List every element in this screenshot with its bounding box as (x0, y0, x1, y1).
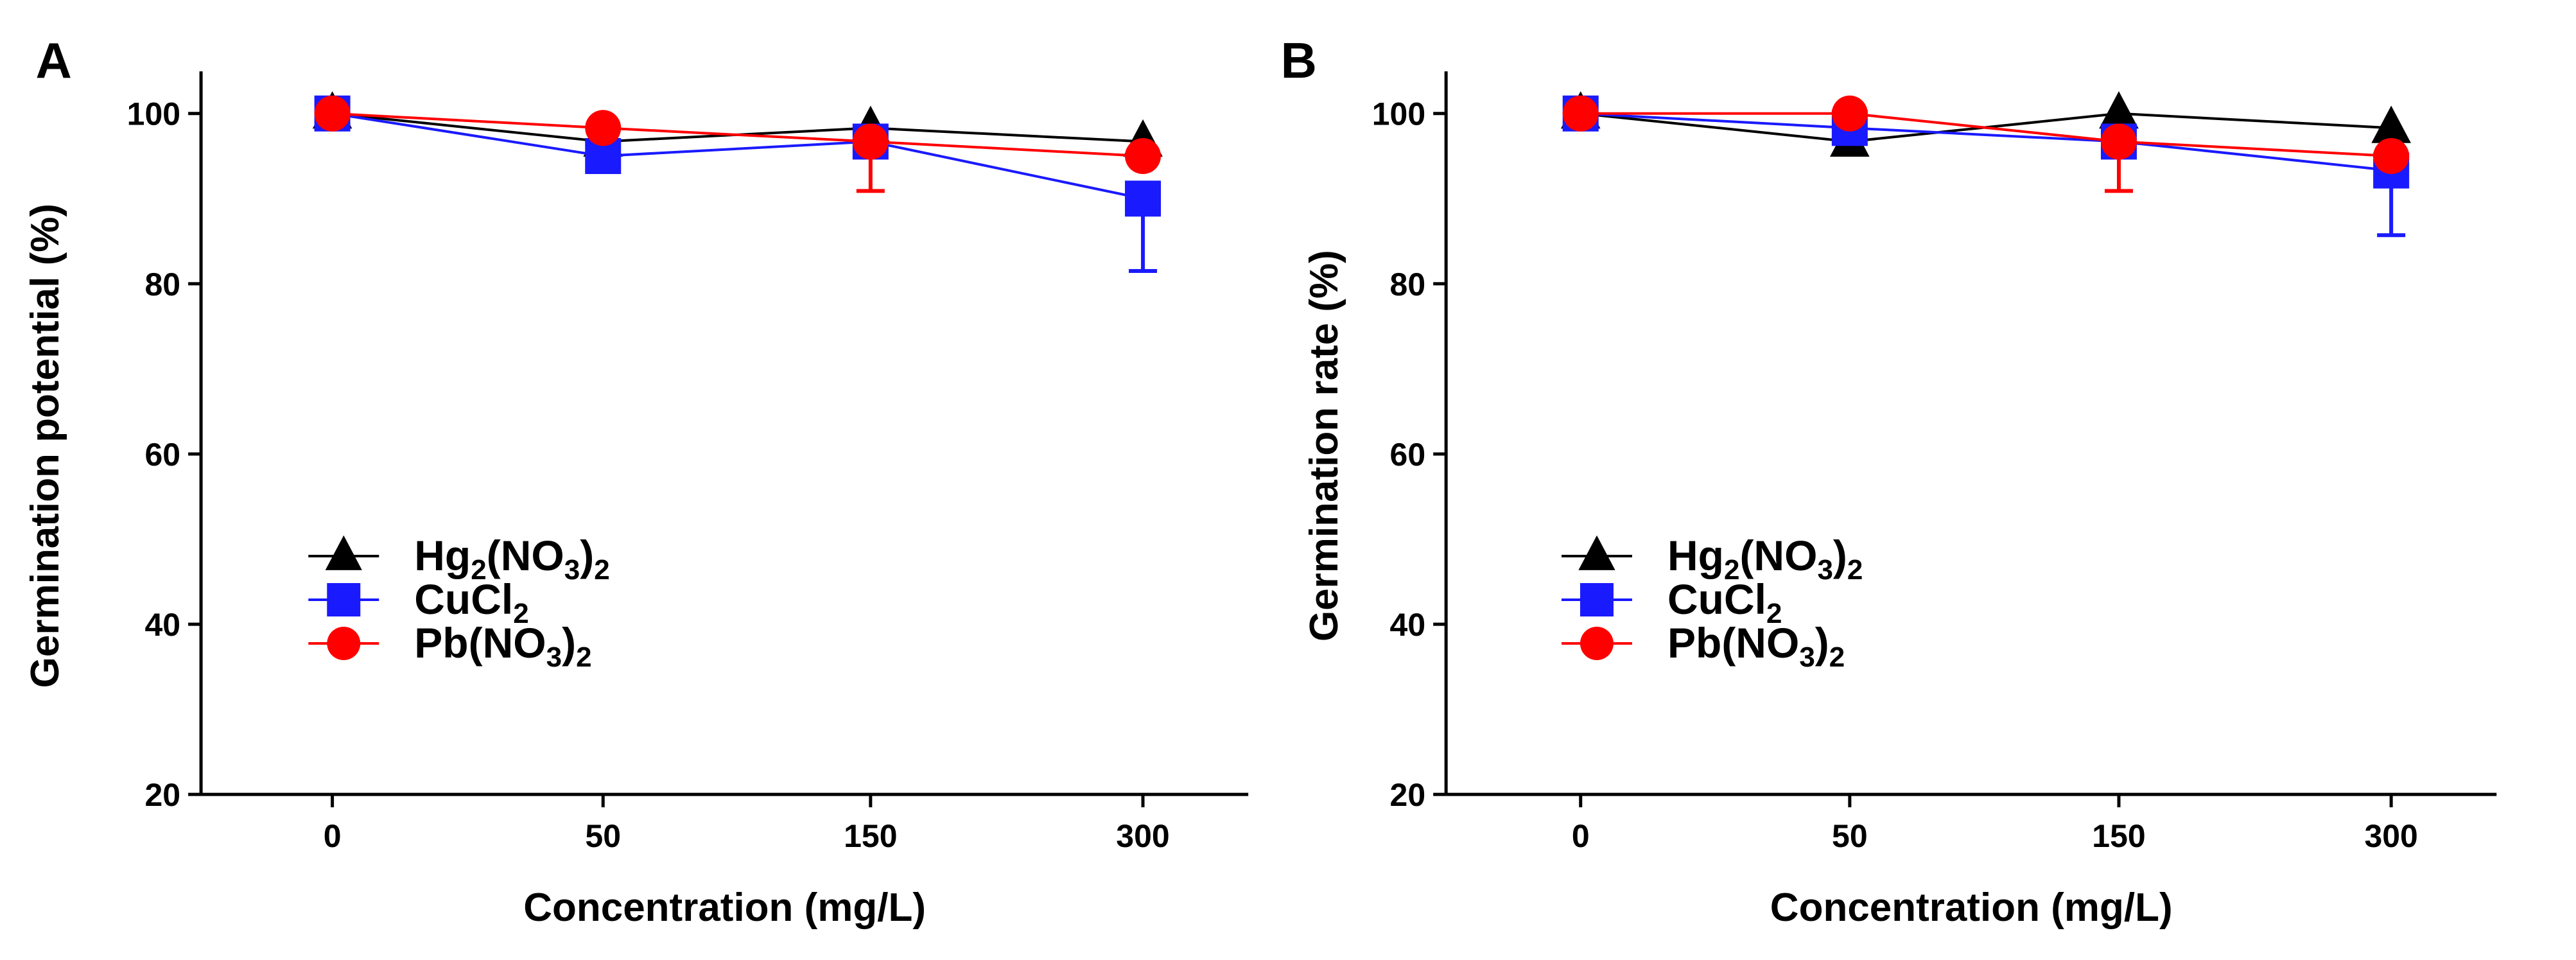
y-tick-label: 40 (144, 607, 180, 643)
y-tick-label: 20 (1390, 777, 1426, 813)
series-circle (1562, 95, 2410, 193)
legend-label: CuCl2 (1667, 575, 1782, 629)
series-triangle (312, 91, 1163, 157)
series-square (1562, 95, 2410, 238)
series-line (1580, 112, 2392, 172)
data-point (585, 110, 622, 146)
series-triangle (1560, 91, 2411, 157)
legend-marker (1578, 535, 1615, 570)
y-tick-label: 40 (1390, 607, 1426, 643)
legend-entry: CuCl2 (1561, 575, 1782, 629)
legend-label: Hg2(NO3)2 (414, 532, 609, 586)
data-point (2100, 123, 2137, 160)
legend-entry: Hg2(NO3)2 (1561, 532, 1863, 586)
y-tick-label: 100 (1372, 96, 1425, 132)
x-tick-label: 300 (1116, 818, 1169, 854)
series-circle (314, 95, 1162, 193)
legend-marker (325, 535, 362, 570)
legend-marker (327, 583, 361, 617)
legend-entry: Pb(NO3)2 (308, 619, 592, 673)
data-point (2373, 138, 2410, 175)
legend-marker (1580, 583, 1614, 617)
legend-label: Pb(NO3)2 (414, 619, 591, 673)
y-tick-label: 60 (144, 437, 180, 473)
series-line (332, 112, 1144, 143)
y-axis-title: Germination rate (%) (1302, 250, 1346, 641)
y-tick-label: 100 (127, 96, 180, 132)
series-line (1580, 112, 2392, 158)
legend-marker (1580, 627, 1614, 661)
x-tick-label: 0 (324, 818, 342, 854)
legend-label: CuCl2 (414, 575, 528, 629)
panel-label: A (36, 32, 72, 89)
data-point (2371, 105, 2411, 143)
data-point (314, 95, 351, 132)
panel-label: B (1281, 32, 1317, 89)
y-tick-label: 60 (1390, 437, 1426, 473)
series-line (332, 112, 1144, 158)
y-tick-label: 80 (144, 266, 180, 302)
chart-panel-b: B 20 40 60 80 100 0 50 150 300 Concentration (mg/L… (1281, 32, 2497, 930)
data-point (1125, 180, 1162, 217)
legend-entry: Pb(NO3)2 (1561, 619, 1845, 673)
y-axis-title: Germination potential (%) (23, 204, 67, 688)
legend-marker (327, 627, 361, 661)
x-axis-title: Concentration (mg/L) (1770, 886, 2173, 930)
data-point (1562, 95, 1599, 132)
legend-label: Hg2(NO3)2 (1667, 532, 1863, 586)
x-tick-label: 50 (585, 818, 621, 854)
series-square (314, 95, 1162, 273)
x-tick-label: 150 (2092, 818, 2145, 854)
data-point (852, 123, 889, 160)
series-line (332, 112, 1144, 200)
x-tick-label: 300 (2364, 818, 2417, 854)
y-tick-label: 20 (144, 777, 180, 813)
legend-entry: Hg2(NO3)2 (308, 532, 610, 586)
data-point (1831, 95, 1868, 132)
x-axis-title: Concentration (mg/L) (523, 886, 926, 930)
legend-label: Pb(NO3)2 (1667, 619, 1845, 673)
chart-panel-a: A 20 40 60 80 100 0 50 150 300 Concentration (mg/L… (23, 32, 1249, 930)
data-point (1125, 138, 1162, 175)
x-tick-label: 150 (844, 818, 897, 854)
x-tick-label: 50 (1832, 818, 1868, 854)
data-point (2099, 91, 2139, 129)
legend-entry: CuCl2 (308, 575, 529, 629)
y-tick-label: 80 (1390, 266, 1426, 302)
x-tick-label: 0 (1572, 818, 1590, 854)
